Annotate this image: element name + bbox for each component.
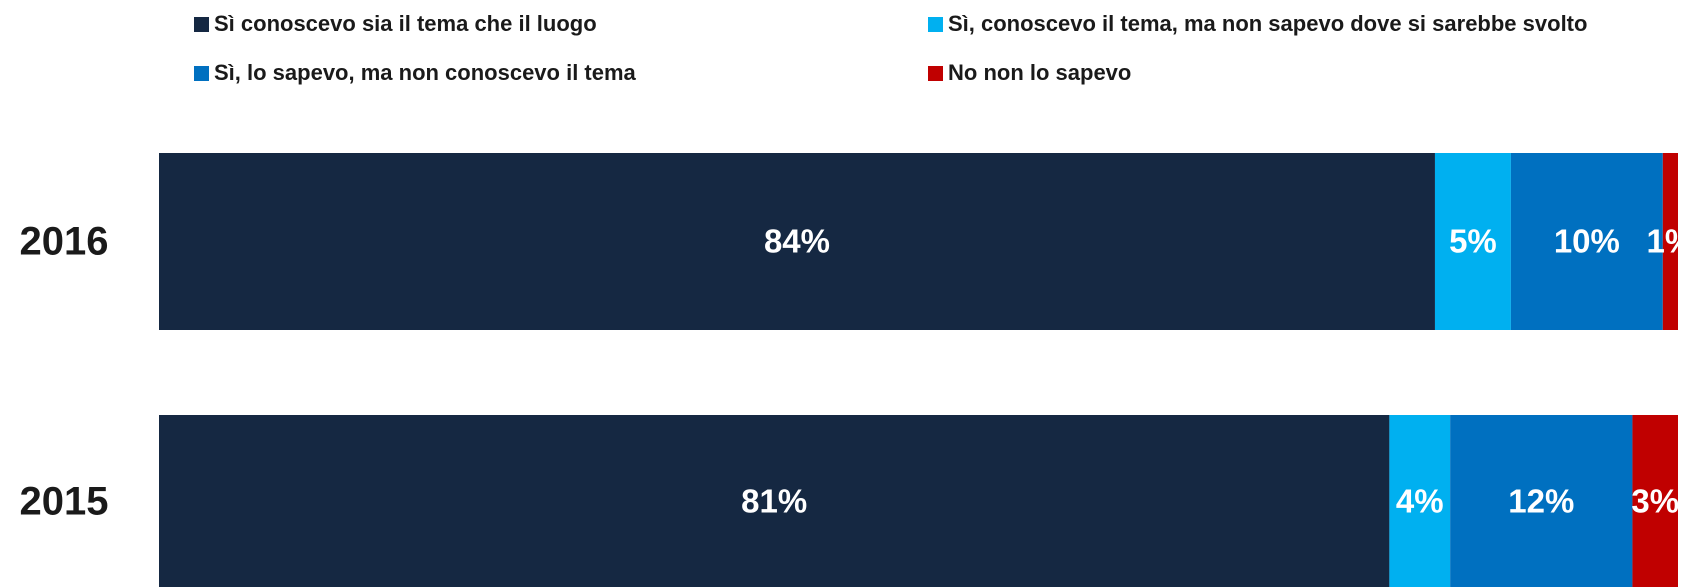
bar-segment xyxy=(1510,153,1663,330)
value-label: 10% xyxy=(1554,223,1620,260)
value-label: 5% xyxy=(1449,223,1497,260)
value-label: 4% xyxy=(1396,483,1444,520)
legend-label: Sì, conoscevo il tema, ma non sapevo dov… xyxy=(948,11,1587,36)
value-label: 1% xyxy=(1647,223,1681,260)
legend-item: Sì, conoscevo il tema, ma non sapevo dov… xyxy=(928,11,1587,36)
legend-swatch xyxy=(194,66,209,81)
category-label: 2016 xyxy=(20,220,109,264)
value-label: 3% xyxy=(1631,483,1679,520)
legend-label: Sì, lo sapevo, ma non conoscevo il tema xyxy=(214,60,637,85)
legend-item: No non lo sapevo xyxy=(928,60,1131,85)
bar-segment xyxy=(1450,415,1633,587)
legend-swatch xyxy=(928,17,943,32)
bar-segment xyxy=(159,415,1390,587)
bar-segment xyxy=(1434,153,1511,330)
bar-segment xyxy=(1662,153,1678,330)
bar-segment xyxy=(1632,415,1678,587)
value-label: 12% xyxy=(1508,483,1574,520)
legend-item: Sì conoscevo sia il tema che il luogo xyxy=(194,11,597,36)
legend-item: Sì, lo sapevo, ma non conoscevo il tema xyxy=(194,60,637,85)
category-label: 2015 xyxy=(20,480,109,524)
bar-segment xyxy=(1389,415,1451,587)
legend-swatch xyxy=(928,66,943,81)
legend-label: No non lo sapevo xyxy=(948,60,1131,85)
value-label: 81% xyxy=(741,483,807,520)
bar-segment xyxy=(159,153,1435,330)
legend-swatch xyxy=(194,17,209,32)
legend-label: Sì conoscevo sia il tema che il luogo xyxy=(214,11,597,36)
value-label: 84% xyxy=(764,223,830,260)
